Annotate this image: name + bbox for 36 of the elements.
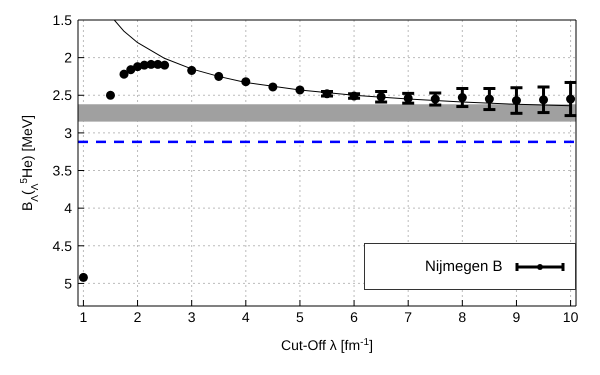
point (430, 94, 440, 104)
x-tick-label: 4 (242, 308, 250, 325)
x-tick-label: 1 (80, 308, 88, 325)
y-tick-label: 5 (64, 275, 72, 292)
point (78, 272, 88, 282)
x-tick-label: 8 (458, 308, 466, 325)
legend-label: Nijmegen B (425, 258, 503, 275)
point (539, 95, 548, 104)
x-tick-label: 3 (188, 308, 196, 325)
y-tick-label: 2 (64, 50, 72, 66)
point (268, 82, 278, 92)
point (187, 66, 196, 75)
x-tick-label: 7 (404, 308, 412, 325)
point (484, 94, 494, 104)
y-tick-label: 1.5 (52, 12, 72, 28)
point (458, 93, 467, 102)
x-tick-label: 9 (512, 308, 521, 325)
point (160, 60, 170, 70)
y-tick-label: 2.5 (52, 87, 72, 104)
point (241, 77, 250, 86)
y-tick-label: 3 (64, 124, 72, 141)
point (119, 70, 129, 79)
x-tick-label: 5 (296, 308, 304, 325)
y-tick-label: 3.5 (52, 162, 72, 178)
point (376, 92, 386, 102)
point (512, 96, 521, 106)
y-tick-label: 4 (64, 200, 72, 216)
point (106, 90, 115, 100)
x-tick-label: 2 (134, 308, 142, 325)
x-axis-title: Cut-Off λ [fm$^{-1}$] (281, 336, 373, 353)
x-tick-label: 10 (562, 308, 579, 325)
x-tick-label: 6 (350, 308, 358, 325)
point (566, 94, 576, 104)
point (214, 72, 224, 81)
point (295, 85, 304, 94)
y-tick-label: 4.5 (52, 238, 72, 254)
